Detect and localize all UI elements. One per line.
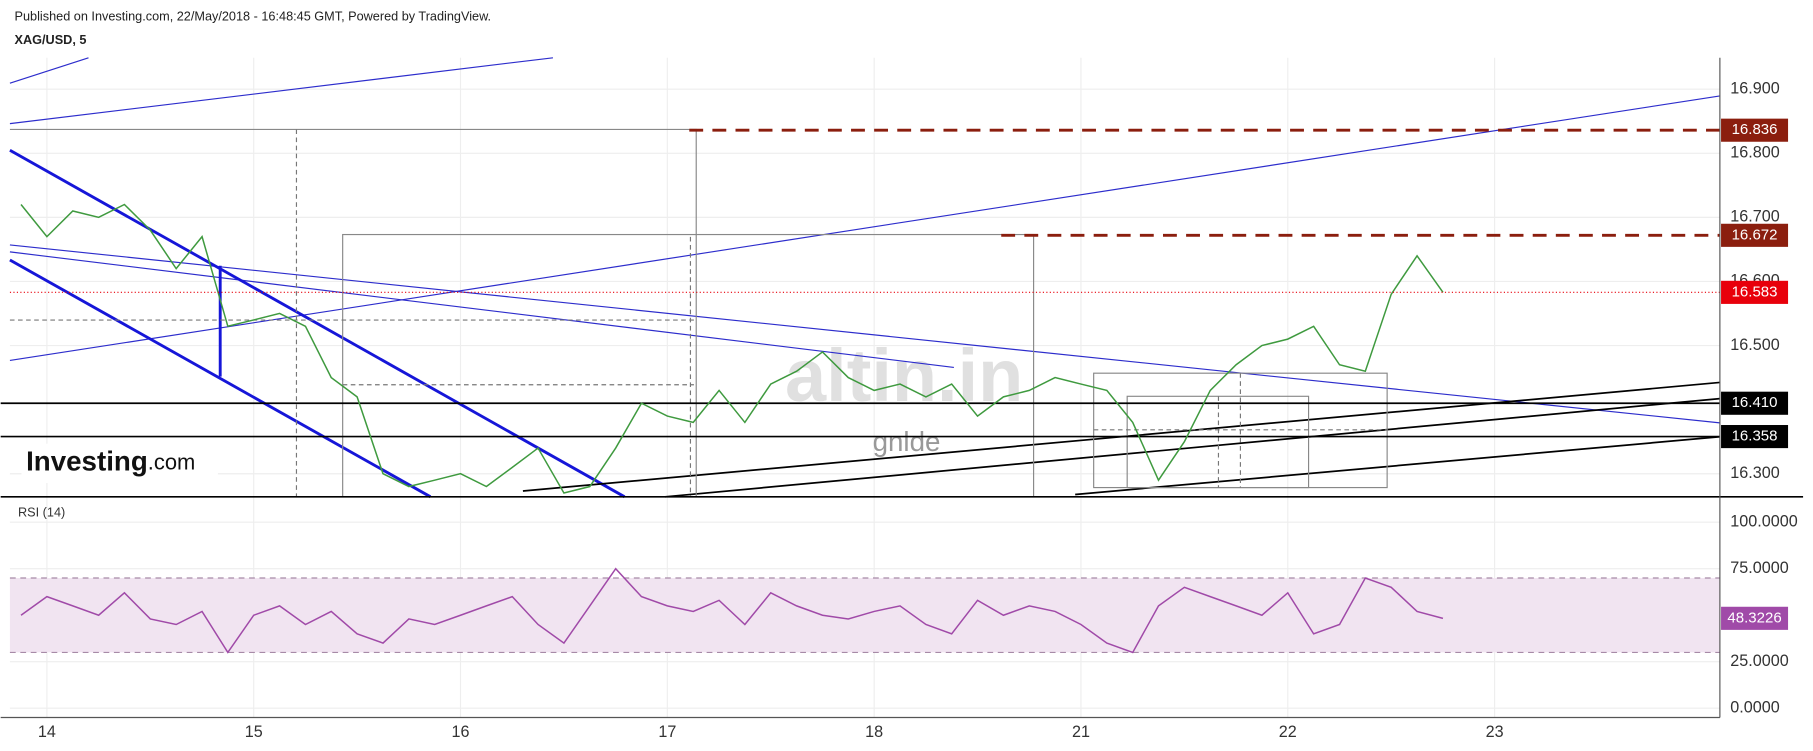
last-value-label: 48.3226 (1727, 609, 1781, 626)
symbol: XAG/USD, 5 (15, 33, 87, 47)
trend-line (9, 57, 89, 84)
y-tick-label: 25.0000 (1730, 652, 1788, 670)
logo-suffix: .com (148, 449, 196, 474)
y-tick-label: 0.0000 (1730, 698, 1779, 716)
series-line (20, 567, 1444, 654)
logo: Investing.com (26, 446, 195, 477)
trend-line (9, 244, 1720, 424)
y-tick-label: 75.0000 (1730, 559, 1788, 577)
trend-line (9, 95, 1720, 362)
y-tick-label: 16.300 (1730, 464, 1779, 482)
x-tick-label: 22 (1279, 723, 1297, 741)
channel-line (9, 148, 626, 499)
level-label-bg (1721, 223, 1789, 247)
trend-line (9, 57, 554, 125)
x-tick-label: 17 (658, 723, 676, 741)
x-tick-label: 18 (865, 723, 883, 741)
watermark-sub: gnlde (873, 426, 941, 457)
x-tick-label: 16 (452, 723, 470, 741)
level-label-bg (1721, 425, 1789, 449)
x-tick-label: 14 (38, 723, 56, 741)
logo-bg (21, 443, 218, 483)
y-tick-label: 100.0000 (1730, 512, 1797, 530)
published-note: Published on Investing.com, 22/May/2018 … (15, 10, 492, 24)
plot: 14 15 16 17 18 21 22 2316.90016.80016.70016.600… (0, 79, 1798, 741)
x-tick-label: 21 (1072, 723, 1090, 741)
rsi-band (9, 577, 1720, 653)
level-label-bg (1721, 391, 1789, 415)
y-tick-label: 16.700 (1730, 208, 1779, 226)
y-tick-label: 16.500 (1730, 336, 1779, 354)
support-line (1075, 435, 1720, 496)
logo-main: Investing (26, 446, 148, 477)
level-label: 16.358 (1732, 428, 1778, 445)
series-line (20, 203, 1444, 494)
y-tick-label: 16.800 (1730, 144, 1779, 162)
rsi-title: RSI (14) (18, 505, 65, 519)
y-tick-label: 16.900 (1730, 79, 1779, 97)
channel-line (9, 258, 432, 499)
drawings (9, 57, 1720, 499)
trend-line (9, 251, 954, 368)
level-label: 16.672 (1732, 226, 1778, 243)
x-tick-label: 15 (245, 723, 263, 741)
level-label-bg (1721, 118, 1789, 142)
x-tick-label: 23 (1486, 723, 1504, 741)
level-label: 16.410 (1732, 394, 1778, 411)
level-label: 16.836 (1732, 121, 1778, 138)
last-value-label: 16.583 (1732, 283, 1778, 300)
support-line (664, 397, 1720, 498)
last-value-label-bg (1721, 606, 1789, 630)
last-value-label-bg (1721, 280, 1789, 304)
